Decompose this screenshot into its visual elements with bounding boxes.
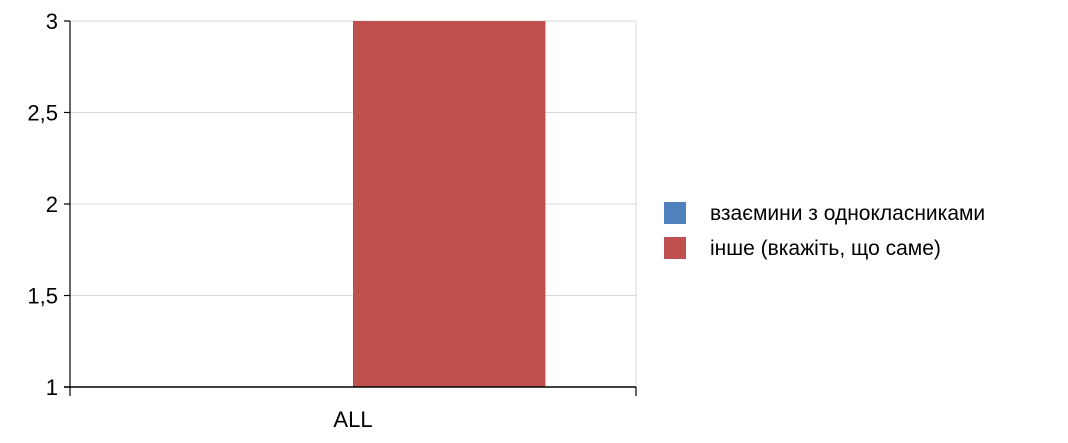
y-tick-label: 2,5: [27, 101, 58, 126]
bars: [353, 21, 546, 387]
y-tick-label: 1,5: [27, 284, 58, 309]
legend-swatch: [664, 202, 686, 224]
legend-label: взаємини з однокласниками: [710, 202, 985, 225]
bar-series-2-all: [353, 21, 546, 387]
x-axis-ticks: ALL: [69, 387, 637, 432]
y-tick-label: 1: [46, 375, 58, 400]
y-tick-label: 3: [46, 9, 58, 34]
legend-item: інше (вкажіть, що саме): [664, 237, 941, 260]
legend-label: інше (вкажіть, що саме): [710, 237, 941, 260]
legend: взаємини з однокласниками інше (вкажіть, …: [664, 202, 985, 260]
y-axis-ticks: 1 1,5 2 2,5 3: [27, 9, 70, 400]
x-tick-label: ALL: [333, 407, 372, 432]
legend-swatch: [664, 237, 686, 259]
legend-item: взаємини з однокласниками: [664, 202, 985, 225]
y-tick-label: 2: [46, 192, 58, 217]
